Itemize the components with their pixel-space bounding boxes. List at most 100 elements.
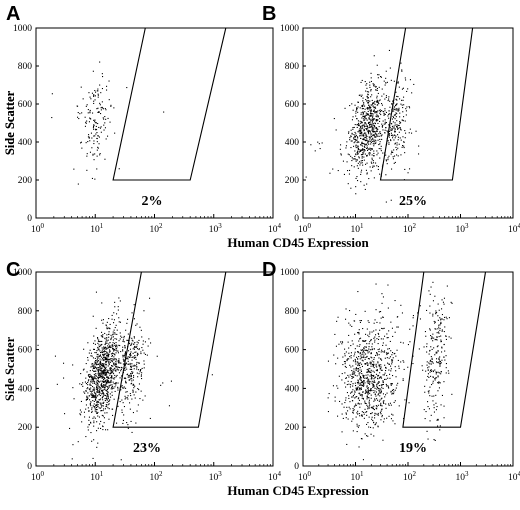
event-dot: [378, 148, 380, 150]
event-dot: [434, 322, 436, 324]
event-dot: [383, 327, 385, 329]
event-dot: [111, 388, 113, 390]
event-dot: [111, 408, 113, 410]
event-dot: [365, 128, 367, 130]
event-dot: [359, 376, 361, 378]
event-dot: [366, 377, 368, 379]
event-dot: [426, 364, 428, 366]
event-dot: [92, 154, 94, 156]
event-dot: [108, 356, 110, 358]
event-dot: [387, 135, 389, 137]
event-dot: [113, 369, 115, 371]
event-dot: [369, 152, 371, 154]
event-dot: [88, 379, 90, 381]
event-dot: [366, 423, 368, 425]
event-dot: [367, 388, 369, 390]
event-dot: [95, 373, 97, 375]
event-dot: [133, 387, 135, 389]
event-dot: [369, 382, 371, 384]
event-dot: [117, 405, 119, 407]
event-dot: [143, 352, 145, 354]
event-dot: [359, 128, 361, 130]
event-dot: [385, 95, 387, 97]
event-dot: [385, 82, 387, 84]
event-dot: [360, 173, 362, 175]
event-dot: [356, 139, 358, 141]
event-dot: [352, 410, 354, 412]
event-dot: [358, 329, 360, 331]
event-dot: [106, 381, 108, 383]
event-dot: [375, 86, 377, 88]
event-dot: [103, 346, 105, 348]
event-dot: [427, 406, 429, 408]
event-dot: [160, 384, 162, 386]
event-dot: [108, 364, 110, 366]
event-dot: [366, 162, 368, 164]
event-dot: [362, 112, 364, 114]
gate-region: [379, 27, 474, 181]
event-dot: [371, 125, 373, 127]
event-dot: [382, 120, 384, 122]
plot-frame: [302, 27, 514, 219]
event-dot: [358, 131, 360, 133]
event-dot: [98, 355, 100, 357]
event-dot: [392, 420, 394, 422]
event-dot: [106, 348, 108, 350]
event-dot: [337, 170, 339, 172]
event-dot: [348, 358, 350, 360]
event-dot: [100, 403, 102, 405]
event-dot: [99, 367, 101, 369]
event-dot: [118, 361, 120, 363]
event-dot: [97, 340, 99, 342]
event-dot: [377, 426, 379, 428]
event-dot: [350, 129, 352, 131]
event-dot: [387, 385, 389, 387]
event-dot: [432, 362, 434, 364]
event-dot: [94, 135, 96, 137]
event-dot: [358, 392, 360, 394]
event-dot: [360, 382, 362, 384]
y-axis-label: Side Scatter: [3, 336, 17, 401]
event-dot: [390, 79, 392, 81]
event-dot: [347, 153, 349, 155]
event-dot: [428, 362, 430, 364]
y-tick-label: 200: [18, 423, 33, 433]
event-dot: [351, 103, 353, 105]
event-dot: [388, 113, 390, 115]
event-dot: [97, 391, 99, 393]
event-dot: [111, 360, 113, 362]
event-dot: [381, 386, 383, 388]
event-dot: [364, 408, 366, 410]
event-dot: [352, 360, 354, 362]
event-dot: [92, 381, 94, 383]
event-dot: [399, 116, 401, 118]
event-dot: [427, 401, 429, 403]
event-dot: [366, 147, 368, 149]
event-dot: [365, 125, 367, 127]
event-dot: [354, 155, 356, 157]
event-dot: [337, 415, 339, 417]
event-dot: [360, 349, 362, 351]
event-dot: [371, 139, 373, 141]
event-dot: [433, 347, 435, 349]
event-dot: [365, 363, 367, 365]
event-dot: [438, 382, 440, 384]
event-dot: [424, 418, 426, 420]
event-dot: [391, 359, 393, 361]
event-dot: [130, 376, 132, 378]
event-dot: [405, 79, 407, 81]
event-dot: [348, 132, 350, 134]
event-dot: [125, 380, 127, 382]
event-dot: [378, 311, 380, 313]
event-dot: [362, 114, 364, 116]
event-dot: [103, 369, 105, 371]
event-dot: [361, 94, 363, 96]
event-dot: [382, 111, 384, 113]
event-dot: [364, 108, 366, 110]
event-dot: [394, 124, 396, 126]
event-dot: [390, 390, 392, 392]
event-dot: [359, 387, 361, 389]
event-dot: [354, 361, 356, 363]
event-dot: [367, 130, 369, 132]
event-dot: [374, 336, 376, 338]
